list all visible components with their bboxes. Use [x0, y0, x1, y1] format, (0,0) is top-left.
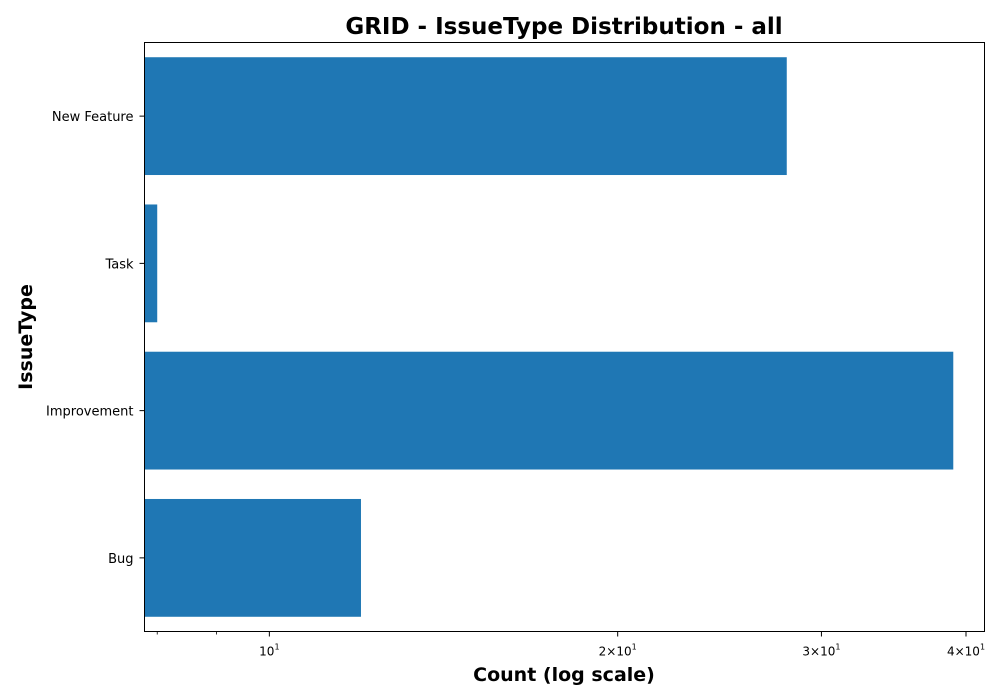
bar-task: [145, 204, 158, 322]
y-tick-label: Bug: [108, 552, 133, 567]
x-tick-label: 101: [259, 643, 279, 659]
bar-bug: [145, 499, 361, 617]
plot-area: Bug Improvement Task New Feature 101 2×101 3×1…: [46, 57, 985, 658]
x-tick-label: 4×101: [947, 643, 985, 659]
x-axis-label: Count (log scale): [473, 664, 655, 686]
x-tick-label: 3×101: [802, 643, 840, 659]
y-tick-label: Improvement: [46, 405, 133, 420]
bar-improvement: [145, 352, 954, 470]
x-tick-label: 2×101: [599, 643, 637, 659]
y-tick-label: Task: [104, 257, 134, 272]
bar-new-feature: [145, 57, 787, 175]
y-tick-label: New Feature: [52, 110, 134, 125]
chart-title: GRID - IssueType Distribution - all: [345, 14, 782, 40]
y-axis-label: IssueType: [15, 284, 37, 390]
